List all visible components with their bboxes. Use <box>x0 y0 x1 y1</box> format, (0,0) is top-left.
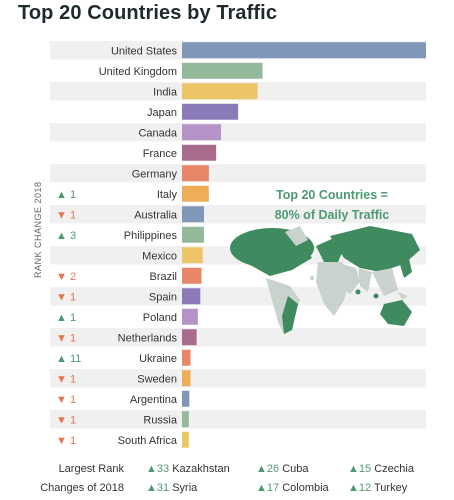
up-arrow-icon: ▲ <box>146 463 157 475</box>
footer-item-country: Colombia <box>282 482 329 494</box>
category-label: Ukraine <box>139 353 177 365</box>
up-arrow-icon: ▲ <box>256 482 267 494</box>
rank-change-label: ▼ 1 <box>56 332 76 344</box>
category-label: Italy <box>157 189 178 201</box>
row-stripe <box>50 123 426 142</box>
category-label: Argentina <box>130 394 178 406</box>
category-label: Netherlands <box>118 332 178 344</box>
footer-item-country: Cuba <box>282 463 309 475</box>
footer-item: ▲33 Kazakhstan <box>146 463 230 475</box>
up-arrow-icon: ▲ <box>146 482 157 494</box>
world-map-image <box>230 226 420 334</box>
footer-label-line-1: Largest Rank <box>58 463 124 475</box>
callout-line-2: 80% of Daily Traffic <box>274 208 390 222</box>
bar <box>182 144 217 161</box>
bar <box>182 288 201 305</box>
category-label: France <box>143 148 177 160</box>
category-label: Spain <box>149 291 177 303</box>
category-label: Sweden <box>137 373 177 385</box>
rank-change-label: ▼ 1 <box>56 373 76 385</box>
row-stripe <box>50 164 426 183</box>
footer-item: ▲12 Turkey <box>348 482 407 494</box>
bar <box>182 124 222 141</box>
bar <box>182 267 202 284</box>
category-label: Brazil <box>149 271 177 283</box>
up-arrow-icon: ▲ <box>256 463 267 475</box>
rank-change-label: ▲ 11 <box>56 353 81 365</box>
bar <box>182 42 426 59</box>
footer-item: ▲26 Cuba <box>256 463 309 475</box>
row-stripe <box>50 410 426 429</box>
up-arrow-icon: ▲ <box>348 482 359 494</box>
rank-change-label: ▼ 1 <box>56 291 76 303</box>
footer-item-country: Syria <box>172 482 198 494</box>
bar <box>182 431 189 448</box>
bar <box>182 103 239 120</box>
footer-item-value: 12 <box>358 482 372 494</box>
rank-change-label: ▼ 2 <box>56 271 76 283</box>
category-label: Russia <box>143 414 178 426</box>
footer-item: ▲15 Czechia <box>348 463 414 475</box>
category-label: Japan <box>147 107 177 119</box>
rank-change-footer: Largest Rank Changes of 2018 ▲33 Kazakhs… <box>0 461 454 499</box>
footer-item-country: Czechia <box>374 463 414 475</box>
bar <box>182 62 263 79</box>
category-label: Poland <box>143 312 177 324</box>
footer-item-value: 31 <box>156 482 170 494</box>
callout-line-1: Top 20 Countries = <box>276 188 388 202</box>
bar <box>182 247 203 264</box>
bar <box>182 370 191 387</box>
category-label: United States <box>111 45 178 57</box>
row-stripe <box>50 205 426 224</box>
footer-item-country: Kazakhstan <box>172 463 230 475</box>
row-stripe <box>50 369 426 388</box>
rank-change-label: ▼ 1 <box>56 209 76 221</box>
footer-item-value: 26 <box>266 463 280 475</box>
rank-change-label: ▲ 1 <box>56 189 76 201</box>
category-label: Germany <box>132 168 178 180</box>
bar <box>182 206 204 223</box>
bar <box>182 390 190 407</box>
category-label: India <box>153 86 178 98</box>
bar <box>182 411 189 428</box>
category-label: South Africa <box>118 435 178 447</box>
bar-chart: United States United Kingdom India Japan Can… <box>50 41 426 448</box>
bar <box>182 165 209 182</box>
footer-item: ▲17 Colombia <box>256 482 329 494</box>
footer-item-country: Turkey <box>374 482 408 494</box>
chart-title: Top 20 Countries by Traffic <box>18 2 278 24</box>
bar <box>182 185 209 202</box>
bar <box>182 308 198 325</box>
category-label: Mexico <box>142 250 177 262</box>
category-label: Canada <box>138 127 177 139</box>
bar <box>182 83 258 100</box>
row-stripe <box>50 328 426 347</box>
rank-change-label: ▼ 1 <box>56 435 76 447</box>
footer-label-line-2: Changes of 2018 <box>40 482 124 494</box>
footer-item-value: 17 <box>266 482 280 494</box>
category-label: Australia <box>134 209 178 221</box>
up-arrow-icon: ▲ <box>348 463 359 475</box>
bar <box>182 329 197 346</box>
row-stripe <box>50 287 426 306</box>
category-label: United Kingdom <box>99 66 177 78</box>
rank-change-label: ▼ 1 <box>56 414 76 426</box>
traffic-callout: Top 20 Countries = 80% of Daily Traffic <box>262 185 402 225</box>
rank-change-label: ▲ 1 <box>56 312 76 324</box>
footer-item-value: 15 <box>358 463 372 475</box>
category-label: Philippines <box>124 230 178 242</box>
bar <box>182 349 191 366</box>
footer-item: ▲31 Syria <box>146 482 197 494</box>
footer-item-value: 33 <box>156 463 170 475</box>
rank-change-label: ▼ 1 <box>56 394 76 406</box>
rank-change-label: ▲ 3 <box>56 230 76 242</box>
bar <box>182 226 204 243</box>
